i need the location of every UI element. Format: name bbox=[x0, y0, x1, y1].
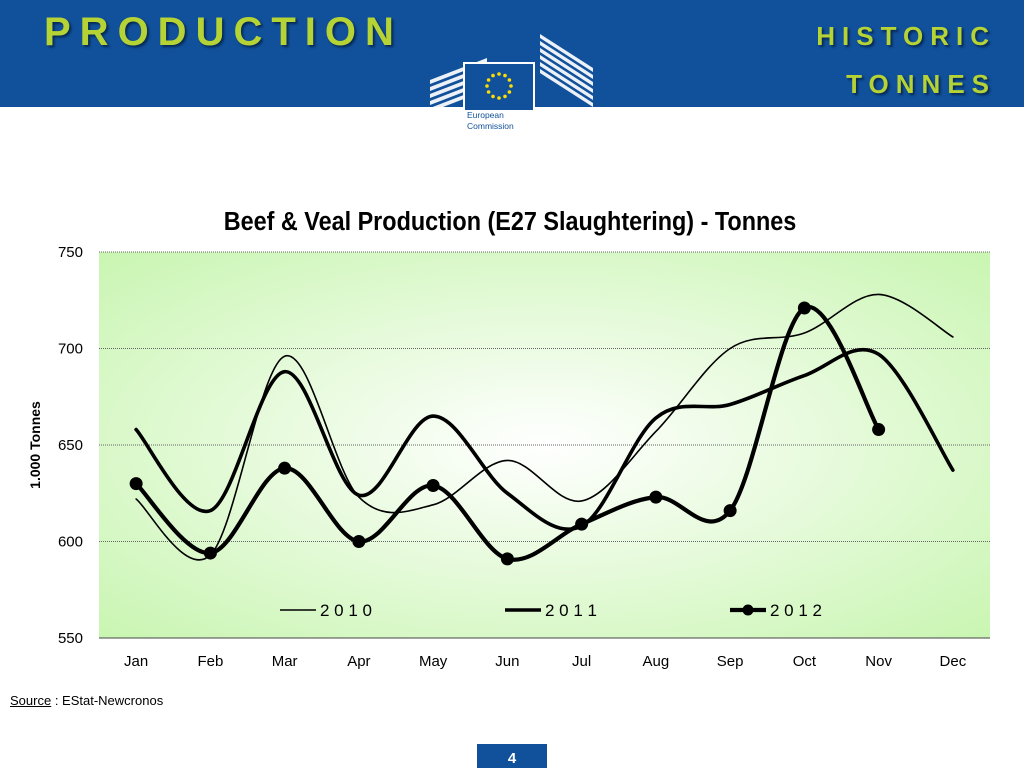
x-tick-label: Mar bbox=[272, 653, 298, 670]
line-chart: 550 600 650 700 750 Jan Feb Mar Apr May Jun Jul Aug S… bbox=[27, 208, 990, 670]
x-tick-label: Jan bbox=[124, 653, 148, 670]
x-tick-label: Apr bbox=[347, 653, 370, 670]
y-tick-label: 550 bbox=[58, 630, 83, 647]
x-tick-label: Dec bbox=[940, 653, 967, 670]
x-tick-label: Oct bbox=[793, 653, 817, 670]
logo-label-line1: European bbox=[467, 110, 504, 120]
subtitle-line-tonnes: TONNES bbox=[846, 69, 996, 99]
axes: 550 600 650 700 750 Jan Feb Mar Apr May Jun Jul Aug S… bbox=[58, 244, 990, 670]
data-point-marker bbox=[649, 490, 663, 504]
legend-label: 2 0 1 1 bbox=[545, 601, 597, 620]
source-text: : EStat-Newcronos bbox=[51, 693, 164, 708]
legend-label: 2 0 1 0 bbox=[320, 601, 372, 620]
logo-label: European Commission bbox=[467, 110, 533, 132]
x-tick-label: Nov bbox=[865, 653, 892, 670]
x-tick-label: Feb bbox=[197, 653, 223, 670]
source-note: Source : EStat-Newcronos bbox=[10, 693, 163, 708]
x-tick-label: May bbox=[419, 653, 448, 670]
y-axis-label: 1.000 Tonnes bbox=[27, 401, 43, 489]
chart-title: Beef & Veal Production (E27 Slaughtering… bbox=[224, 208, 797, 236]
data-point-marker bbox=[797, 301, 811, 315]
data-point-marker bbox=[872, 423, 886, 437]
logo-label-line2: Commission bbox=[467, 121, 514, 131]
data-point-marker bbox=[203, 546, 217, 560]
data-point-marker bbox=[575, 517, 589, 531]
series-line-2 bbox=[134, 347, 955, 532]
x-tick-label: Sep bbox=[717, 653, 744, 670]
x-tick-label: Jul bbox=[572, 653, 591, 670]
eu-stars-icon bbox=[485, 72, 513, 100]
legend-marker bbox=[742, 604, 754, 616]
data-point-marker bbox=[278, 461, 292, 475]
legend-label: 2 0 1 2 bbox=[770, 601, 822, 620]
page-number: 4 bbox=[477, 744, 547, 768]
data-point-marker bbox=[500, 552, 514, 566]
european-commission-logo bbox=[430, 34, 593, 138]
x-tick-label: Aug bbox=[643, 653, 670, 670]
series-group bbox=[129, 293, 955, 566]
y-tick-label: 600 bbox=[58, 534, 83, 551]
source-label: Source bbox=[10, 693, 52, 708]
slide-subtitle: HISTORIC TONNES bbox=[816, 12, 996, 108]
y-tick-label: 650 bbox=[58, 437, 83, 454]
plot-area bbox=[99, 252, 990, 638]
data-point-marker bbox=[352, 535, 366, 548]
slide-title: PRODUCTION bbox=[44, 10, 403, 54]
data-point-marker bbox=[129, 477, 143, 491]
x-tick-label: Jun bbox=[495, 653, 519, 670]
data-point-marker bbox=[426, 479, 440, 493]
y-tick-label: 750 bbox=[58, 244, 83, 261]
subtitle-line-historic: HISTORIC bbox=[816, 21, 996, 51]
data-point-marker bbox=[723, 504, 737, 518]
legend: 2 0 1 0 2 0 1 1 2 0 1 2 bbox=[280, 601, 822, 620]
y-tick-label: 700 bbox=[58, 341, 83, 358]
